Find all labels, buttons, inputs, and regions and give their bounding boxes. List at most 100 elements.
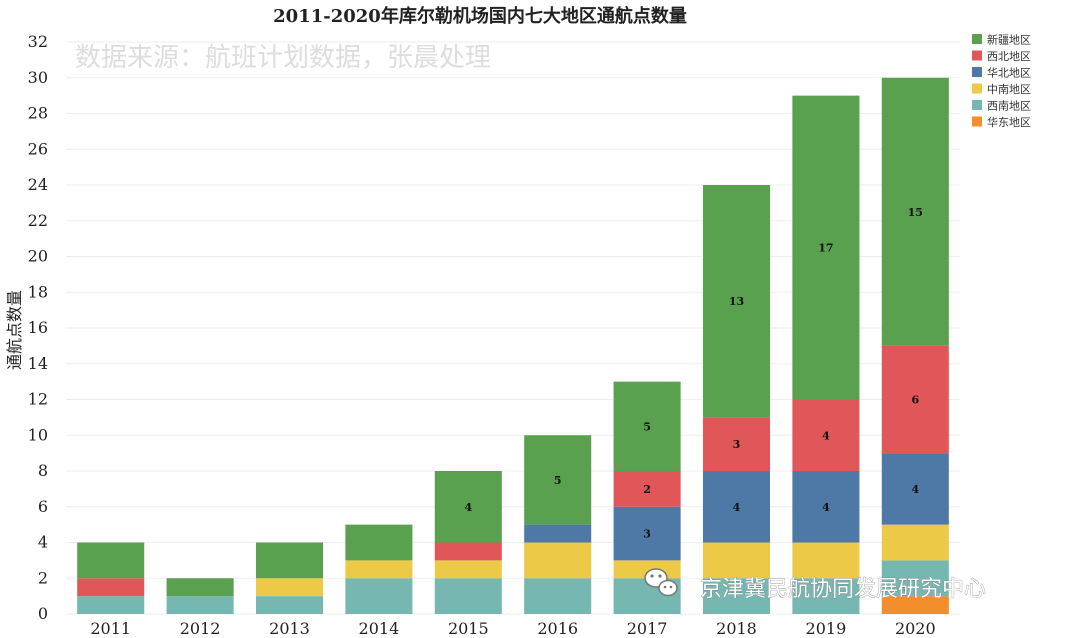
legend-swatch xyxy=(972,34,982,44)
data-label: 4 xyxy=(464,501,472,514)
bar-segment xyxy=(434,560,502,579)
data-label: 13 xyxy=(729,295,744,308)
bar-segment xyxy=(881,453,949,525)
legend-label: 新疆地区 xyxy=(987,33,1031,47)
legend-swatch xyxy=(972,67,982,77)
bar-segment xyxy=(702,471,771,543)
x-tick-label: 2020 xyxy=(895,619,936,638)
bar-segment xyxy=(345,560,413,579)
bar-segment xyxy=(881,524,949,561)
legend-label: 西南地区 xyxy=(987,100,1031,113)
y-tick-label: 10 xyxy=(28,425,48,444)
bar-segment xyxy=(434,578,502,614)
bar-segment xyxy=(702,542,771,579)
bar-segment xyxy=(524,524,592,543)
y-tick-label: 26 xyxy=(28,139,48,158)
bar-segment xyxy=(881,345,949,454)
bar-segment xyxy=(702,185,771,418)
bar-segment xyxy=(702,417,771,471)
data-label: 4 xyxy=(822,429,830,442)
data-label: 4 xyxy=(733,501,741,514)
bar-segment xyxy=(77,578,145,597)
bar-segment xyxy=(613,381,681,471)
x-axis-ticks: 2011 2012 2013 2014 2015 2016 2017 2018 2019 2020 xyxy=(90,619,935,638)
y-tick-label: 22 xyxy=(28,211,48,230)
legend-label: 中南地区 xyxy=(987,83,1031,96)
data-label: 6 xyxy=(911,394,919,407)
data-label: 5 xyxy=(643,420,651,433)
bar-segment xyxy=(524,542,592,579)
data-label: 3 xyxy=(643,528,651,541)
data-label: 4 xyxy=(911,483,919,496)
bar-segment xyxy=(345,524,413,561)
bar-segment xyxy=(524,578,592,614)
bar-segment xyxy=(255,578,324,597)
y-tick-label: 30 xyxy=(28,68,48,87)
x-tick-label: 2015 xyxy=(448,619,489,638)
y-axis-label: 通航点数量 xyxy=(5,290,24,370)
bar-segment xyxy=(434,471,502,543)
y-tick-label: 2 xyxy=(38,568,48,587)
y-tick-label: 6 xyxy=(38,497,48,516)
x-tick-label: 2012 xyxy=(180,619,221,638)
bar-segment xyxy=(77,596,145,614)
legend-label: 西北地区 xyxy=(987,50,1031,63)
x-tick-label: 2018 xyxy=(716,619,757,638)
data-label: 17 xyxy=(818,242,833,255)
x-tick-label: 2017 xyxy=(627,619,668,638)
x-tick-label: 2014 xyxy=(359,619,400,638)
y-tick-label: 16 xyxy=(28,318,48,337)
bar-segment xyxy=(77,542,145,579)
chart-title: 2011-2020年库尔勒机场国内七大地区通航点数量 xyxy=(273,5,687,27)
bar-segment xyxy=(255,596,324,614)
legend-swatch xyxy=(972,116,982,127)
data-label: 5 xyxy=(554,474,562,487)
bar-segment xyxy=(881,596,949,614)
data-label: 15 xyxy=(908,206,923,219)
x-tick-label: 2019 xyxy=(806,619,847,638)
bar-segment xyxy=(792,95,860,400)
bar-segment xyxy=(792,471,860,543)
y-tick-label: 0 xyxy=(38,604,48,623)
x-tick-label: 2011 xyxy=(90,619,131,638)
x-tick-label: 2016 xyxy=(537,619,578,638)
bar-segment xyxy=(613,506,681,561)
bar-segment xyxy=(345,578,413,614)
bar-segment xyxy=(613,471,681,507)
legend-swatch xyxy=(972,100,982,110)
bar-segment xyxy=(524,435,592,525)
y-tick-label: 8 xyxy=(38,461,48,480)
y-tick-label: 12 xyxy=(28,390,48,409)
legend-swatch xyxy=(972,83,982,94)
data-label: 3 xyxy=(733,438,741,451)
y-tick-label: 28 xyxy=(28,104,48,123)
watermark-text: 京津冀民航协同发展研究中心 xyxy=(700,577,986,602)
bar-segment xyxy=(792,399,860,471)
data-label: 4 xyxy=(822,501,830,514)
legend-label: 华北地区 xyxy=(987,66,1031,80)
y-tick-label: 32 xyxy=(28,32,48,51)
bar-segment xyxy=(166,578,234,597)
y-tick-label: 4 xyxy=(38,533,48,552)
watermark: 京津冀民航协同发展研究中心 xyxy=(644,568,986,602)
bars xyxy=(77,77,949,614)
legend-label: 华东地区 xyxy=(987,115,1031,129)
legend-swatch xyxy=(972,50,982,61)
bar-segment xyxy=(166,596,234,614)
y-tick-label: 14 xyxy=(28,354,48,373)
bar-segment xyxy=(702,578,771,614)
wechat-icon xyxy=(644,568,678,597)
bar-segment xyxy=(434,542,502,561)
y-tick-label: 20 xyxy=(28,247,48,266)
y-tick-label: 18 xyxy=(28,282,48,301)
bar-segment xyxy=(881,560,949,597)
bar-segment xyxy=(792,578,860,614)
data-label: 2 xyxy=(643,483,651,496)
bar-segment xyxy=(255,542,324,579)
y-tick-label: 24 xyxy=(28,175,48,194)
data-source-annotation: 数据来源：航班计划数据，张晨处理 xyxy=(75,43,491,73)
